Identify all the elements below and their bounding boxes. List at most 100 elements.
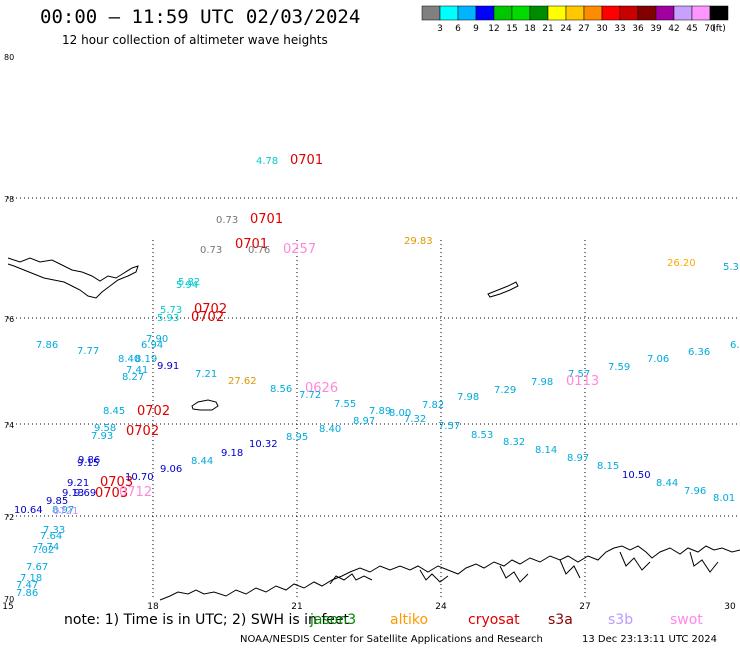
wave-height-label: 0701 (250, 212, 283, 227)
wave-height-label: 9.21 (67, 478, 89, 489)
longitude-label: 15 (2, 602, 13, 612)
wave-height-label: 0703 (100, 475, 133, 490)
map-subtitle: 12 hour collection of altimeter wave hei… (62, 33, 328, 47)
wave-height-label: 8.15 (597, 461, 619, 472)
legend-label: 70 (704, 24, 716, 34)
legend-swatch (493, 5, 513, 21)
legend-swatch (475, 5, 495, 21)
wave-height-label: 8.97 (567, 453, 589, 464)
wave-height-label: 8.27 (122, 372, 144, 383)
legend-label: 27 (578, 24, 589, 34)
wave-height-label: 4.78 (256, 156, 278, 167)
wave-height-label: 7.02 (32, 545, 54, 556)
legend-label: 3 (437, 24, 443, 34)
wave-height-label: 0702 (191, 310, 224, 325)
latitude-label: 72 (4, 513, 14, 522)
legend-label: 9 (473, 24, 479, 34)
satellite-s3a-label: s3a (548, 612, 573, 628)
bear-island (191, 399, 219, 411)
wave-height-label: 7.57 (568, 369, 590, 380)
hopen-island (487, 281, 519, 298)
wave-height-label: 0113 (566, 374, 599, 389)
greenland-coast (7, 257, 139, 299)
longitude-label: 27 (579, 602, 590, 612)
footnote: note: 1) Time is in UTC; 2) SWH is in fe… (64, 612, 350, 628)
wave-height-label: 0701 (290, 153, 323, 168)
wave-height-label: 7.90 (146, 334, 168, 345)
satellite-cryosat-label: cryosat (468, 612, 520, 628)
map-title: 00:00 – 11:59 UTC 02/03/2024 (40, 6, 361, 28)
wave-height-label: 7.57 (438, 421, 460, 432)
satellite-jason3-label: jason3 (310, 612, 357, 628)
wave-height-label: 8.44 (191, 456, 213, 467)
wave-height-label: 0.73 (200, 245, 222, 256)
wave-height-label: 9.15 (77, 458, 99, 469)
wave-height-label: 0.76 (248, 245, 270, 256)
wave-height-label: 8.19 (135, 354, 157, 365)
legend-unit: (ft) (712, 24, 726, 34)
wave-height-label: 5.93 (157, 313, 179, 324)
coastlines (7, 257, 740, 601)
wave-height-label: 0702 (126, 424, 159, 439)
legend-label: 39 (650, 24, 662, 34)
legend-label: 36 (632, 24, 644, 34)
norway-fjords (329, 551, 719, 585)
legend-swatch (583, 5, 603, 21)
legend-swatch (511, 5, 531, 21)
wave-height-label: 8.40 (118, 354, 140, 365)
wave-height-label: 0.73 (216, 215, 238, 226)
legend-swatch (457, 5, 477, 21)
wave-height-label: 8.95 (286, 432, 308, 443)
wave-height-label: 6.94 (141, 340, 163, 351)
legend-swatch (565, 5, 585, 21)
wave-height-label: 9.85 (46, 496, 68, 507)
wave-height-label: 8.53 (471, 430, 493, 441)
wave-height-label: 7.72 (299, 390, 321, 401)
wave-height-label: 7.67 (26, 562, 48, 573)
wave-height-label: 6. (730, 340, 740, 351)
wave-height-label: 0257 (283, 242, 316, 257)
wave-height-label: 9.91 (157, 361, 179, 372)
legend-swatch (655, 5, 675, 21)
wave-height-label: 10.32 (249, 439, 278, 450)
legend-label: 30 (596, 24, 608, 34)
wave-height-label: 7.98 (457, 392, 479, 403)
wave-height-label: 7.64 (40, 531, 62, 542)
legend-swatch (439, 5, 459, 21)
wave-height-label: 7.74 (37, 542, 59, 553)
wave-height-label: 7.89 (369, 406, 391, 417)
credit-line: NOAA/NESDIS Center for Satellite Applica… (240, 634, 543, 645)
wave-height-label: 29.83 (404, 236, 433, 247)
legend-label: 15 (506, 24, 517, 34)
wave-height-label: 8.14 (535, 445, 557, 456)
norway-coast (159, 545, 740, 601)
wave-height-label: 7.41 (126, 365, 148, 376)
wave-height-label: 0702 (194, 302, 227, 317)
wave-height-label: 8.32 (503, 437, 525, 448)
wave-height-label: 9.18 (221, 448, 243, 459)
wave-height-label: 8.56 (270, 384, 292, 395)
legend-swatch (673, 5, 693, 21)
wave-height-label: 9.06 (160, 464, 182, 475)
legend-swatch (421, 5, 441, 21)
wave-height-label: 7.29 (494, 385, 516, 396)
latitude-label: 74 (4, 421, 14, 430)
wave-height-label: 7.18 (20, 573, 42, 584)
wave-height-label: 5.94 (176, 280, 198, 291)
wave-height-label: 10.64 (14, 505, 43, 516)
wave-height-label: 7.21 (195, 369, 217, 380)
wave-height-label: 7.82 (422, 400, 444, 411)
generated-time: 13 Dec 23:13:11 UTC 2024 (582, 634, 717, 645)
color-legend: 3 6 9 12 15 18 21 24 27 30 33 36 39 42 45 70(ft) (421, 5, 729, 34)
wave-height-label: 9.58 (94, 423, 116, 434)
legend-label: 33 (614, 24, 625, 34)
wave-height-label: 8.97 (52, 505, 74, 516)
wave-height-label: 27.62 (228, 376, 257, 387)
wave-height-label: 5.73 (160, 305, 182, 316)
wave-height-label: 7.96 (684, 486, 706, 497)
satellite-swot-label: swot (670, 612, 703, 628)
